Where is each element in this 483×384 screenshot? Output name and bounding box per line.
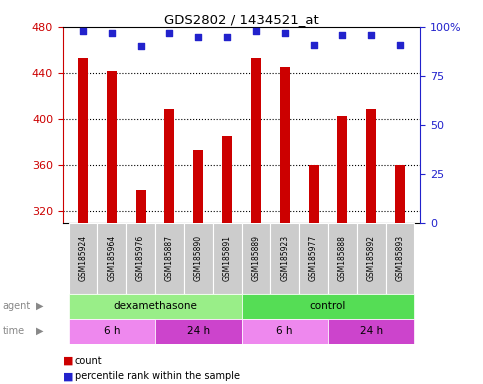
Point xyxy=(194,34,202,40)
Bar xyxy=(309,165,319,223)
Bar xyxy=(98,223,126,294)
Bar xyxy=(366,109,376,223)
Bar xyxy=(270,223,299,294)
Text: count: count xyxy=(75,356,102,366)
Point xyxy=(108,30,115,36)
Text: agent: agent xyxy=(2,301,30,311)
Bar xyxy=(251,58,261,223)
Text: GSM185924: GSM185924 xyxy=(78,235,87,281)
Text: GSM185893: GSM185893 xyxy=(396,235,405,281)
Title: GDS2802 / 1434521_at: GDS2802 / 1434521_at xyxy=(164,13,319,26)
Bar xyxy=(213,223,242,294)
Bar xyxy=(126,223,155,294)
Text: GSM185976: GSM185976 xyxy=(136,235,145,281)
Bar xyxy=(242,223,270,294)
Bar xyxy=(222,136,232,223)
Text: GSM185923: GSM185923 xyxy=(280,235,289,281)
Point xyxy=(310,41,317,48)
Text: ▶: ▶ xyxy=(36,301,44,311)
Bar xyxy=(337,116,347,223)
Bar xyxy=(155,319,242,344)
Text: GSM185977: GSM185977 xyxy=(309,235,318,281)
Bar xyxy=(193,150,203,223)
Text: GSM185892: GSM185892 xyxy=(367,235,376,281)
Bar xyxy=(385,223,414,294)
Bar xyxy=(78,58,88,223)
Bar xyxy=(299,223,328,294)
Text: GSM185891: GSM185891 xyxy=(223,235,231,281)
Text: GSM185890: GSM185890 xyxy=(194,235,203,281)
Text: ■: ■ xyxy=(63,356,73,366)
Text: GSM185964: GSM185964 xyxy=(107,235,116,281)
Point xyxy=(137,43,144,50)
Text: GSM185888: GSM185888 xyxy=(338,235,347,281)
Text: percentile rank within the sample: percentile rank within the sample xyxy=(75,371,240,381)
Text: control: control xyxy=(310,301,346,311)
Bar xyxy=(164,109,174,223)
Point xyxy=(281,30,289,36)
Bar xyxy=(242,319,328,344)
Text: GSM185889: GSM185889 xyxy=(252,235,260,281)
Bar xyxy=(69,319,155,344)
Bar xyxy=(328,319,414,344)
Bar xyxy=(69,223,98,294)
Bar xyxy=(242,294,414,319)
Bar xyxy=(69,294,242,319)
Bar xyxy=(184,223,213,294)
Point xyxy=(252,28,260,34)
Bar xyxy=(328,223,357,294)
Point xyxy=(396,41,404,48)
Text: time: time xyxy=(2,326,25,336)
Text: 6 h: 6 h xyxy=(276,326,293,336)
Point xyxy=(339,31,346,38)
Point xyxy=(223,34,231,40)
Text: 6 h: 6 h xyxy=(103,326,120,336)
Bar xyxy=(155,223,184,294)
Text: 24 h: 24 h xyxy=(360,326,383,336)
Bar xyxy=(357,223,385,294)
Text: ■: ■ xyxy=(63,371,73,381)
Bar xyxy=(395,165,405,223)
Bar xyxy=(136,190,146,223)
Point xyxy=(368,31,375,38)
Point xyxy=(79,28,87,34)
Bar xyxy=(107,71,117,223)
Text: ▶: ▶ xyxy=(36,326,44,336)
Bar xyxy=(280,67,290,223)
Text: 24 h: 24 h xyxy=(187,326,210,336)
Text: GSM185887: GSM185887 xyxy=(165,235,174,281)
Text: dexamethasone: dexamethasone xyxy=(113,301,197,311)
Point xyxy=(166,30,173,36)
